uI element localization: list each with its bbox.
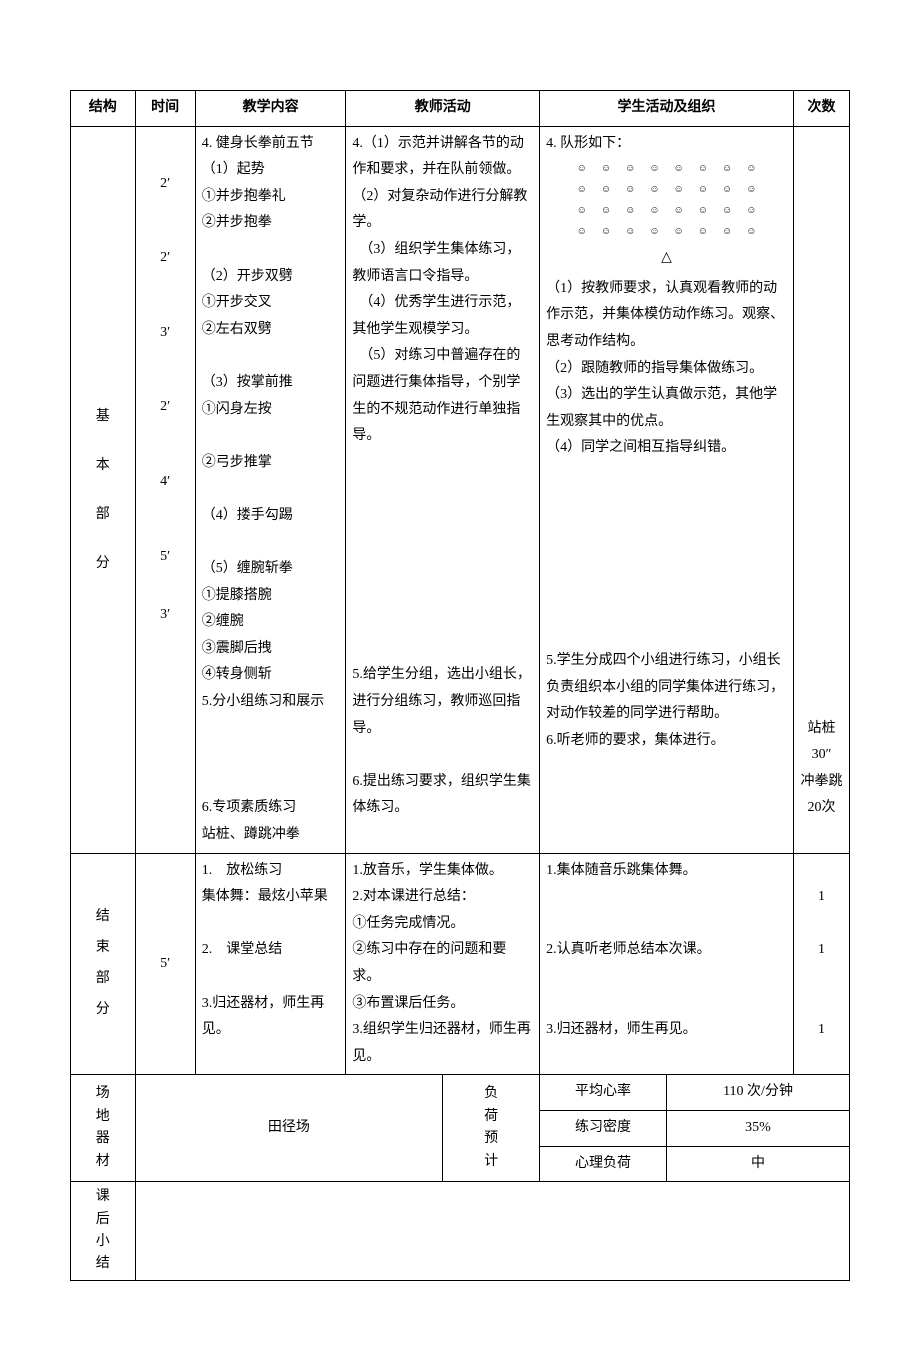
main-count: 站桩30″ 冲拳跳20次 [793,126,849,853]
venue-char: 器 [77,1128,129,1150]
venue-label: 场 地 器 材 [71,1075,136,1182]
structure-char: 基 [77,392,129,441]
time-value: 2′ [142,394,189,421]
formation-grid: ☺☺☺☺☺☺☺☺ ☺☺☺☺☺☺☺☺ ☺☺☺☺☺☺☺☺ ☺☺☺☺☺☺☺☺ [546,159,787,241]
venue-char: 场 [77,1083,129,1105]
student-text: （1）按教师要求，认真观看教师的动作示范，并集体模仿动作练习。观察、思考动作结构… [546,276,787,755]
avg-hr-label: 平均心率 [540,1075,667,1111]
mental-load-label: 心理负荷 [540,1146,667,1182]
time-value: 3′ [142,602,189,629]
venue-char: 地 [77,1106,129,1128]
end-student-activity: 1.集体随音乐跳集体舞。 2.认真听老师总结本次课。 3.归还器材，师生再见。 [540,853,794,1075]
avg-hr-value: 110 次/分钟 [667,1075,850,1111]
density-value: 35% [667,1110,850,1146]
header-teacher: 教师活动 [346,91,540,127]
density-label: 练习密度 [540,1110,667,1146]
main-content: 4. 健身长拳前五节 （1）起势 ①并步抱拳礼 ②并步抱拳 （2）开步双劈 ①开… [195,126,346,853]
summary-label: 课 后 小 结 [71,1182,136,1281]
venue-load-row-1: 场 地 器 材 田径场 负 荷 预 计 平均心率 110 次/分钟 [71,1075,850,1111]
triangle-icon: △ [546,245,787,272]
formation-row: ☺☺☺☺☺☺☺☺ [546,201,787,220]
header-row: 结构 时间 教学内容 教师活动 学生活动及组织 次数 [71,91,850,127]
formation-row: ☺☺☺☺☺☺☺☺ [546,222,787,241]
time-value: 2′ [142,171,189,198]
time-value: 3′ [142,320,189,347]
structure-char: 部 [77,490,129,539]
end-content: 1. 放松练习 集体舞：最炫小苹果 2. 课堂总结 3.归还器材，师生再见。 [195,853,346,1075]
main-student-activity: 4. 队形如下： ☺☺☺☺☺☺☺☺ ☺☺☺☺☺☺☺☺ ☺☺☺☺☺☺☺☺ ☺☺☺☺… [540,126,794,853]
end-section-row: 结 束 部 分 5′ 1. 放松练习 集体舞：最炫小苹果 2. 课堂总结 3.归… [71,853,850,1075]
header-time: 时间 [135,91,195,127]
structure-char: 结 [77,902,129,933]
summary-value [135,1182,849,1281]
summary-row: 课 后 小 结 [71,1182,850,1281]
structure-char: 部 [77,964,129,995]
lesson-plan-table: 结构 时间 教学内容 教师活动 学生活动及组织 次数 基 本 部 分 2′ 2′… [70,90,850,1281]
header-structure: 结构 [71,91,136,127]
main-structure-label: 基 本 部 分 [71,126,136,853]
formation-row: ☺☺☺☺☺☺☺☺ [546,159,787,178]
summary-char: 后 [77,1209,129,1231]
formation-label: 4. 队形如下： [546,131,787,158]
header-content: 教学内容 [195,91,346,127]
formation-row: ☺☺☺☺☺☺☺☺ [546,180,787,199]
summary-char: 结 [77,1253,129,1275]
structure-char: 分 [77,995,129,1026]
venue-char: 材 [77,1151,129,1173]
venue-value: 田径场 [135,1075,443,1182]
summary-char: 小 [77,1231,129,1253]
end-time: 5′ [135,853,195,1075]
load-char: 预 [449,1128,533,1150]
time-value: 5′ [142,544,189,571]
time-value: 4′ [142,469,189,496]
structure-char: 本 [77,441,129,490]
mental-load-value: 中 [667,1146,850,1182]
end-teacher-activity: 1.放音乐，学生集体做。 2.对本课进行总结： ①任务完成情况。 ②练习中存在的… [346,853,540,1075]
structure-char: 束 [77,933,129,964]
load-char: 负 [449,1083,533,1105]
main-teacher-activity: 4.（1）示范并讲解各节的动作和要求，并在队前领做。 （2）对复杂动作进行分解教… [346,126,540,853]
load-char: 荷 [449,1106,533,1128]
end-count: 1 1 1 [793,853,849,1075]
header-student: 学生活动及组织 [540,91,794,127]
load-char: 计 [449,1151,533,1173]
header-count: 次数 [793,91,849,127]
summary-char: 课 [77,1186,129,1208]
main-section-row: 基 本 部 分 2′ 2′ 3′ 2′ 4′ 5′ 3′ 4. 健身长拳前五节 … [71,126,850,853]
load-prediction-label: 负 荷 预 计 [443,1075,540,1182]
end-structure-label: 结 束 部 分 [71,853,136,1075]
structure-char: 分 [77,539,129,588]
main-time-col: 2′ 2′ 3′ 2′ 4′ 5′ 3′ [135,126,195,853]
time-value: 2′ [142,245,189,272]
